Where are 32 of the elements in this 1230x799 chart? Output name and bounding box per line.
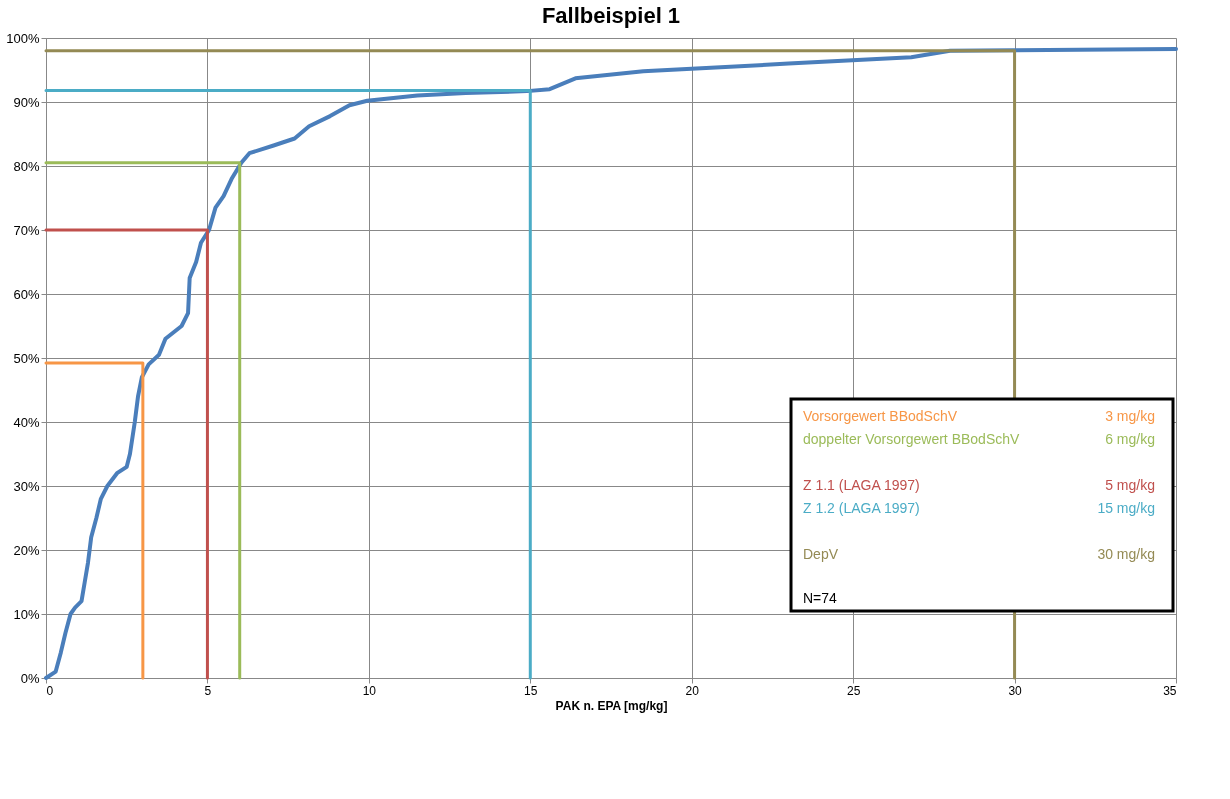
- text: doppelter Vorsorgewert BBodSchV: [803, 431, 1021, 447]
- y-tick-label: 30%: [13, 478, 40, 494]
- text: Vorsorgewert BBodSchV: [803, 408, 958, 424]
- x-tick-label: 15: [524, 683, 538, 698]
- y-tick-label: 20%: [13, 542, 40, 558]
- y-tick-label: 50%: [13, 350, 40, 366]
- x-tick-label: 10: [362, 683, 377, 698]
- y-tick-label: 90%: [13, 94, 40, 110]
- x-axis-title: PAK n. EPA [mg/kg]: [555, 698, 668, 713]
- annotation: 6 mg/kg: [1105, 431, 1155, 447]
- x-tick-label: 35: [1163, 683, 1177, 698]
- y-tick-label: 70%: [13, 222, 40, 238]
- x-tick-label: 25: [846, 683, 861, 698]
- annotation: 30 mg/kg: [1097, 546, 1155, 562]
- y-tick-label: 80%: [13, 158, 40, 174]
- text: Z 1.2 (LAGA 1997): [803, 500, 920, 516]
- annotation: 15 mg/kg: [1097, 500, 1155, 516]
- x-tick-label: 5: [204, 683, 212, 698]
- y-tick-label: 60%: [13, 286, 40, 302]
- x-tick-label: 30: [1008, 683, 1023, 698]
- y-tick-label: 0%: [20, 670, 40, 686]
- y-tick-label: 40%: [13, 414, 40, 430]
- chart-title: Fallbeispiel 1: [541, 3, 681, 28]
- annotation: 3 mg/kg: [1105, 408, 1155, 424]
- text: Z 1.1 (LAGA 1997): [803, 477, 920, 493]
- annotation: 5 mg/kg: [1105, 477, 1155, 493]
- annotation: N=74: [803, 590, 838, 606]
- y-tick-label: 10%: [13, 606, 40, 622]
- x-tick-label: 0: [46, 683, 54, 698]
- y-tick-label: 100%: [6, 30, 40, 46]
- text: DepV: [803, 546, 839, 562]
- x-tick-label: 20: [685, 683, 700, 698]
